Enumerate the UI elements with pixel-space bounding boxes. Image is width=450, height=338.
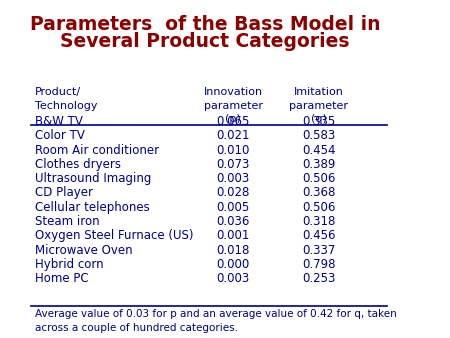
Text: 0.368: 0.368	[302, 187, 335, 199]
Text: 0.454: 0.454	[302, 144, 335, 156]
Text: Color TV: Color TV	[35, 129, 85, 142]
Text: 0.028: 0.028	[217, 187, 250, 199]
Text: Average value of 0.03 for p and an average value of 0.42 for q, taken
across a c: Average value of 0.03 for p and an avera…	[35, 309, 396, 333]
Text: Cellular telephones: Cellular telephones	[35, 201, 149, 214]
Text: 0.456: 0.456	[302, 230, 335, 242]
Text: 0.018: 0.018	[217, 244, 250, 257]
Text: 0.003: 0.003	[217, 272, 250, 285]
Text: 0.335: 0.335	[302, 115, 335, 128]
Text: Parameters  of the Bass Model in: Parameters of the Bass Model in	[30, 15, 380, 33]
Text: 0.036: 0.036	[217, 215, 250, 228]
Text: 0.010: 0.010	[217, 144, 250, 156]
Text: Oxygen Steel Furnace (US): Oxygen Steel Furnace (US)	[35, 230, 193, 242]
Text: 0.001: 0.001	[217, 230, 250, 242]
Text: Clothes dryers: Clothes dryers	[35, 158, 121, 171]
Text: B&W TV: B&W TV	[35, 115, 82, 128]
Text: Steam iron: Steam iron	[35, 215, 99, 228]
Text: Ultrasound Imaging: Ultrasound Imaging	[35, 172, 151, 185]
Text: 0.003: 0.003	[217, 172, 250, 185]
Text: Product/
Technology: Product/ Technology	[35, 88, 97, 111]
Text: 0.506: 0.506	[302, 172, 335, 185]
Text: 0.798: 0.798	[302, 258, 335, 271]
Text: Hybrid corn: Hybrid corn	[35, 258, 104, 271]
Text: 0.073: 0.073	[217, 158, 250, 171]
Text: Innovation
parameter
(p): Innovation parameter (p)	[204, 88, 263, 124]
Text: Microwave Oven: Microwave Oven	[35, 244, 132, 257]
Text: Several Product Categories: Several Product Categories	[60, 31, 350, 50]
Text: 0.318: 0.318	[302, 215, 335, 228]
Text: 0.506: 0.506	[302, 201, 335, 214]
Text: 0.065: 0.065	[217, 115, 250, 128]
Text: 0.000: 0.000	[217, 258, 250, 271]
Text: 0.253: 0.253	[302, 272, 335, 285]
Text: Imitation
parameter
(q): Imitation parameter (q)	[289, 88, 348, 124]
Text: Room Air conditioner: Room Air conditioner	[35, 144, 159, 156]
Text: 0.583: 0.583	[302, 129, 335, 142]
Text: 0.005: 0.005	[217, 201, 250, 214]
Text: 0.389: 0.389	[302, 158, 335, 171]
Text: 0.337: 0.337	[302, 244, 335, 257]
Text: 0.021: 0.021	[216, 129, 250, 142]
Text: CD Player: CD Player	[35, 187, 93, 199]
Text: Home PC: Home PC	[35, 272, 88, 285]
